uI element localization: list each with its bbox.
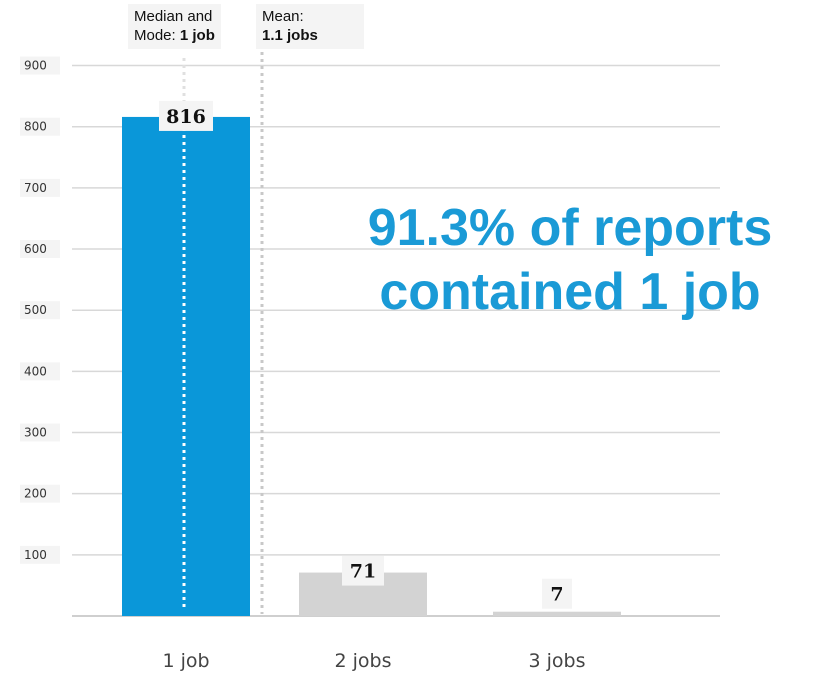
data-labels: 816 71 7: [159, 100, 572, 609]
bar-1-job: [122, 116, 250, 617]
mean-line1: Mean:: [262, 8, 304, 25]
y-tick-label-600: 600: [24, 242, 47, 256]
data-label-bg-2: [542, 578, 572, 609]
mean-value: 1.1 jobs: [262, 27, 318, 44]
data-label-bg-1: [342, 555, 384, 586]
y-tick-bg-100: [20, 545, 60, 564]
median-mode-line1: Median and: [134, 8, 213, 25]
bar-3-jobs: [493, 611, 621, 616]
y-tick-bg-400: [20, 362, 60, 381]
bars: [122, 116, 621, 617]
y-tick-label-500: 500: [24, 303, 47, 317]
y-tick-label-700: 700: [24, 181, 47, 195]
x-axis-categories: 1 job 2 jobs 3 jobs: [162, 650, 585, 672]
y-tick-bg-700: [20, 178, 60, 197]
data-label-3-jobs: 7: [550, 584, 563, 606]
y-tick-label-800: 800: [24, 120, 47, 134]
y-tick-label-300: 300: [24, 426, 47, 440]
y-tick-label-900: 900: [24, 59, 47, 73]
headline-line2: contained 1 job: [379, 263, 761, 321]
headline-line1: 91.3% of reports: [367, 199, 773, 257]
y-tick-label-400: 400: [24, 364, 47, 378]
y-tick-bg-500: [20, 301, 60, 320]
y-tick-label-100: 100: [24, 548, 47, 562]
median-mode-line2: Mode: 1 job: [134, 26, 215, 45]
category-label-1-job: 1 job: [162, 650, 209, 672]
headline-callout: 91.3% of reports contained 1 job: [330, 196, 810, 324]
median-mode-value: 1 job: [179, 27, 215, 44]
category-label-2-jobs: 2 jobs: [335, 650, 392, 672]
y-tick-bg-900: [20, 56, 60, 75]
median-mode-annotation: Median and Mode: 1 job: [128, 4, 221, 49]
data-label-2-jobs: 71: [350, 561, 376, 583]
mean-line2: 1.1 jobs: [262, 26, 358, 45]
median-mode-prefix: Mode:: [134, 27, 180, 44]
y-tick-bg-800: [20, 117, 60, 136]
data-label-1-job: 816: [166, 106, 206, 128]
y-tick-bg-300: [20, 423, 60, 442]
category-label-3-jobs: 3 jobs: [529, 650, 586, 672]
y-axis-ticks: 100 200 300 400 500 600 700 800 900: [20, 56, 60, 564]
reference-lines: [182, 52, 264, 614]
mean-annotation: Mean: 1.1 jobs: [256, 4, 364, 49]
y-tick-label-200: 200: [24, 487, 47, 501]
data-label-bg-0: [159, 100, 213, 131]
y-tick-bg-200: [20, 484, 60, 503]
y-tick-bg-600: [20, 240, 60, 259]
